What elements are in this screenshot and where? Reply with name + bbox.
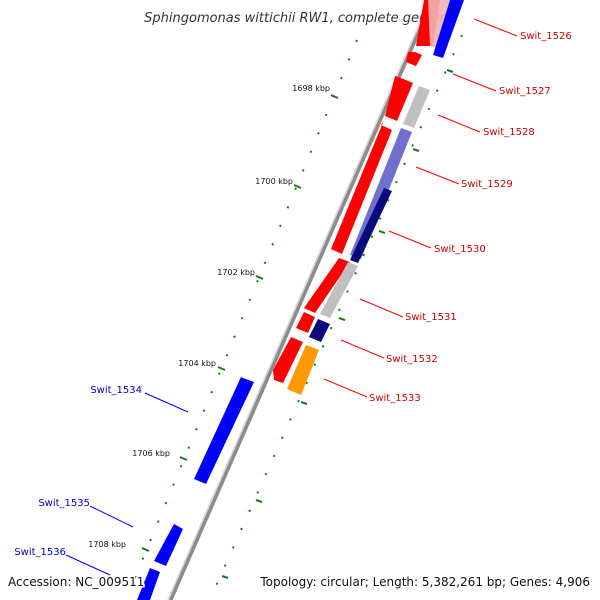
gene-label-swit-1535[interactable]: Swit_1535	[38, 498, 90, 509]
tick-label: 1706 kbp	[132, 449, 170, 458]
footer: Accession: NC_009511 Topology: circular;…	[7, 574, 592, 591]
gene-label-swit-1527[interactable]: Swit_1527	[499, 86, 551, 97]
feature-slate-swit-1529[interactable]	[350, 128, 412, 259]
tick-label: 1708 kbp	[88, 540, 126, 549]
tick-label: 1702 kbp	[217, 268, 255, 277]
tick-mark	[293, 184, 302, 189]
leader-swit-1533	[323, 378, 368, 398]
feature-blue-top[interactable]	[433, 0, 464, 58]
gene-label-swit-1528[interactable]: Swit_1528	[483, 127, 535, 138]
leader-swit-1526	[473, 18, 518, 37]
reverse-genes	[137, 377, 254, 600]
genome-summary-text: Topology: circular; Length: 5,382,261 bp…	[259, 575, 590, 589]
gene-label-swit-1532[interactable]: Swit_1532	[386, 354, 438, 365]
tick-label: 1700 kbp	[255, 177, 293, 186]
gene-label-swit-1534[interactable]: Swit_1534	[90, 385, 142, 396]
tick-mark	[446, 69, 454, 73]
gene-label-swit-1533[interactable]: Swit_1533	[369, 393, 421, 404]
feature-grey-swit-1528[interactable]	[403, 86, 430, 128]
tick-mark	[141, 547, 150, 552]
gene-arrow-swit-1532[interactable]	[296, 312, 315, 333]
leader-swit-1532	[340, 339, 385, 359]
tick-mark	[300, 401, 308, 405]
gene-arrow-swit-1526-b[interactable]	[406, 52, 422, 66]
gene-arrow-swit-1527[interactable]	[385, 76, 413, 121]
map-title: Sphingomonas wittichii RW1, complete gen…	[144, 11, 456, 26]
label-leaders	[65, 18, 518, 576]
feature-bars	[287, 0, 464, 395]
feature-navy-swit-1532[interactable]	[309, 319, 330, 342]
feature-orange-swit-1533[interactable]	[287, 345, 319, 395]
scale-ticks	[141, 69, 454, 579]
leader-swit-1535	[89, 505, 134, 528]
tick-mark	[217, 366, 226, 371]
genome-backbone	[167, 0, 435, 600]
gene-label-swit-1529[interactable]: Swit_1529	[461, 179, 513, 190]
genome-backbone-highlight	[167, 0, 431, 600]
scale-labels: 1698 kbp 1700 kbp 1702 kbp 1704 kbp 1706…	[88, 84, 330, 549]
gene-label-swit-1530[interactable]: Swit_1530	[434, 244, 486, 255]
gene-label-swit-1531[interactable]: Swit_1531	[405, 312, 457, 323]
leader-swit-1536	[65, 554, 111, 576]
tick-mark	[378, 230, 386, 234]
tick-label: 1698 kbp	[292, 84, 330, 93]
tick-mark	[338, 317, 346, 321]
leader-swit-1531	[359, 298, 404, 318]
gene-arrow-swit-1534[interactable]	[194, 377, 254, 484]
gene-label-swit-1536[interactable]: Swit_1536	[14, 547, 66, 558]
gene-label-swit-1526[interactable]: Swit_1526	[520, 31, 572, 42]
tick-mark	[255, 499, 263, 503]
tick-mark	[412, 148, 420, 152]
feature-grey-swit-1531[interactable]	[320, 262, 358, 318]
accession-text: Accession: NC_009511	[8, 575, 144, 589]
gene-arrow-swit-1528-1531[interactable]	[331, 120, 392, 254]
gene-labels: Swit_1526 Swit_1527 Swit_1528 Swit_1529 …	[14, 31, 571, 558]
tick-mark	[330, 94, 339, 99]
leader-swit-1528	[437, 114, 481, 133]
tick-mark	[179, 456, 188, 461]
leader-swit-1529	[415, 166, 460, 185]
gene-arrow-swit-1535[interactable]	[154, 524, 183, 566]
leader-swit-1527	[452, 73, 497, 92]
tick-mark	[221, 575, 229, 579]
forward-genes	[273, 0, 440, 383]
tick-label: 1704 kbp	[178, 359, 216, 368]
gene-arrow-swit-1533[interactable]	[273, 337, 303, 383]
gene-arrow-swit-1536[interactable]	[137, 568, 160, 600]
leader-swit-1530	[388, 230, 432, 249]
leader-swit-1534	[144, 392, 189, 413]
feature-navy-swit-1530[interactable]	[350, 188, 392, 263]
tick-mark	[255, 275, 264, 280]
gene-arrow-swit-1531-b[interactable]	[304, 258, 350, 313]
